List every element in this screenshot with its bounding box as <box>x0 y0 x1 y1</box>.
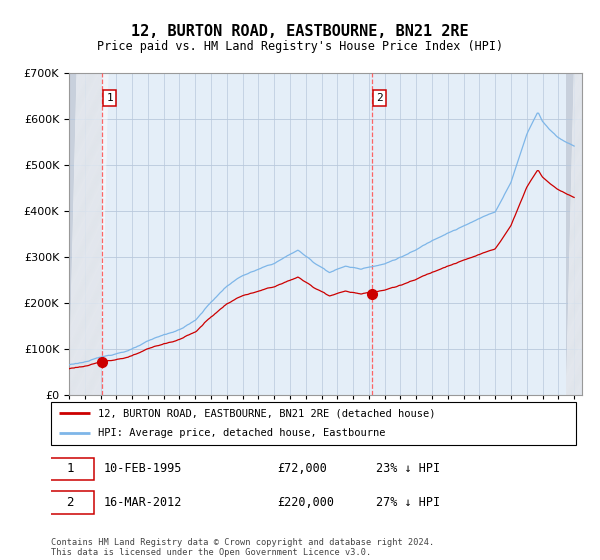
Text: 10-FEB-1995: 10-FEB-1995 <box>104 463 182 475</box>
Text: Price paid vs. HM Land Registry's House Price Index (HPI): Price paid vs. HM Land Registry's House … <box>97 40 503 53</box>
Text: £220,000: £220,000 <box>277 496 334 509</box>
Text: 16-MAR-2012: 16-MAR-2012 <box>104 496 182 509</box>
Text: HPI: Average price, detached house, Eastbourne: HPI: Average price, detached house, East… <box>98 428 386 438</box>
Text: 1: 1 <box>66 463 74 475</box>
FancyBboxPatch shape <box>51 402 576 445</box>
FancyBboxPatch shape <box>46 491 94 514</box>
Text: 27% ↓ HPI: 27% ↓ HPI <box>377 496 440 509</box>
Polygon shape <box>69 73 101 395</box>
Text: 2: 2 <box>376 93 383 103</box>
Text: Contains HM Land Registry data © Crown copyright and database right 2024.
This d: Contains HM Land Registry data © Crown c… <box>51 538 434 557</box>
Text: 12, BURTON ROAD, EASTBOURNE, BN21 2RE (detached house): 12, BURTON ROAD, EASTBOURNE, BN21 2RE (d… <box>98 408 436 418</box>
Text: 12, BURTON ROAD, EASTBOURNE, BN21 2RE: 12, BURTON ROAD, EASTBOURNE, BN21 2RE <box>131 25 469 39</box>
FancyBboxPatch shape <box>46 458 94 480</box>
Text: £72,000: £72,000 <box>277 463 326 475</box>
Text: 2: 2 <box>66 496 74 509</box>
Polygon shape <box>566 73 582 395</box>
Text: 1: 1 <box>106 93 113 103</box>
Text: 23% ↓ HPI: 23% ↓ HPI <box>377 463 440 475</box>
